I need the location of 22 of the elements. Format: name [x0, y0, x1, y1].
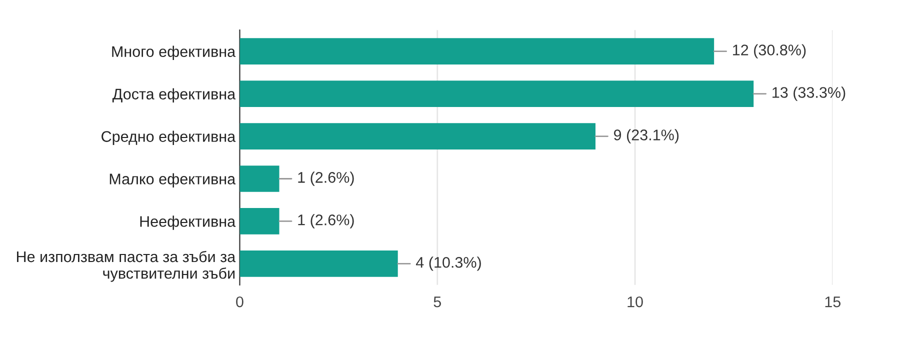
- data-label: 12 (30.8%): [733, 44, 806, 58]
- bar: [240, 166, 280, 192]
- data-label: 1 (2.6%): [298, 172, 354, 186]
- bar: [240, 250, 398, 277]
- y-tick-label: Неефективна: [140, 216, 236, 230]
- bar: [240, 80, 754, 107]
- x-tick-label: 10: [628, 296, 643, 308]
- data-label: 9 (23.1%): [614, 129, 679, 144]
- x-tick-label: 15: [825, 296, 841, 308]
- x-tick-label: 0: [236, 296, 244, 308]
- bar: [240, 123, 596, 150]
- y-tick-label: Много ефективна: [112, 46, 236, 60]
- data-label: 4 (10.3%): [416, 256, 481, 271]
- y-tick-label: Средно ефективна: [102, 130, 236, 145]
- y-tick-label: Доста ефективна: [112, 88, 236, 102]
- bar: [240, 208, 280, 234]
- y-tick-label: Малко ефективна: [110, 173, 236, 188]
- data-label: 1 (2.6%): [298, 214, 354, 228]
- x-tick-label: 5: [434, 296, 441, 308]
- bar: [240, 38, 714, 64]
- data-label: 13 (33.3%): [772, 86, 846, 101]
- y-tick-label: Не използвам паста за зъби за чувствителни зъби: [17, 250, 236, 282]
